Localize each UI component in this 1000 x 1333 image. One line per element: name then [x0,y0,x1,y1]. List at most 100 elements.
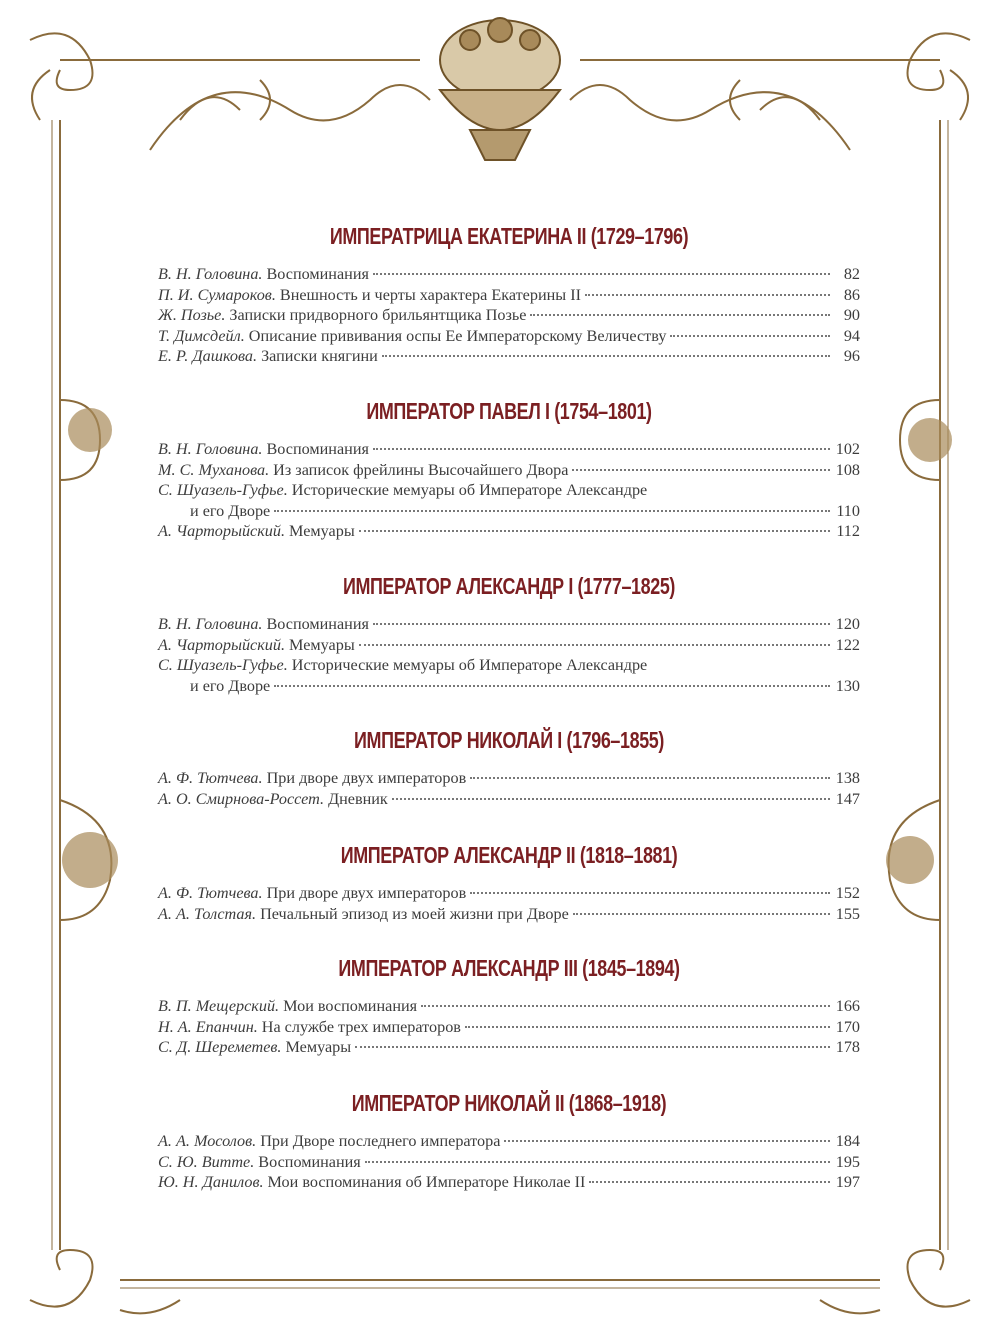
fruit-basket-left [62,832,118,888]
entry-title: Дневник [328,789,388,808]
entry-title: Воспоминания [258,1152,361,1171]
toc-entry: С. Шуазель-Гуфье. Исторические мемуары об… [158,655,860,696]
entry-line: А. Чарторыйский. Мемуары 112 [158,521,860,542]
corner-scroll-bl [29,1248,181,1315]
toc-entry: А. А. Мосолов. При Дворе последнего импер… [158,1131,860,1152]
entry-title: Мемуары [285,1038,352,1056]
section-heading: ИМПЕРАТОР НИКОЛАЙ I (1796–1855) [354,727,664,753]
toc-entry: В. Н. Головина. Воспоминания 120 [158,614,860,635]
entry-title: Воспоминания [266,440,369,458]
entry-author: П. И. Сумароков. [158,285,276,304]
toc-entry: С. Ю. Витте. Воспоминания 195 [158,1152,860,1173]
entry-page: 110 [836,501,860,520]
toc-section: ИМПЕРАТОР АЛЕКСАНДР I (1777–1825) В. Н. Г… [158,572,860,696]
entry-author: А. А. Толстая. [158,904,257,923]
entry-line: С. Ю. Витте. Воспоминания 195 [158,1152,860,1173]
entry-line: В. Н. Головина. Воспоминания 120 [158,614,860,635]
entry-author: А. Чарторыйский. [158,522,286,540]
fruit-ornament-left [68,408,112,452]
entry-author: Е. Р. Дашкова. [158,347,258,365]
dot-leader [504,1140,830,1142]
dot-leader [358,530,830,532]
entry-line: С. Д. Шереметев. Мемуары 178 [158,1037,860,1058]
dot-leader [372,623,830,625]
dot-leader [470,777,830,779]
entry-page: 166 [835,997,860,1015]
toc-entry: В. Н. Головина. Воспоминания 82 [158,264,860,285]
dot-leader [364,1160,830,1163]
entry-line: С. Шуазель-Гуфье. Исторические мемуары об… [158,480,860,501]
entry-page: 152 [835,884,860,902]
entry-title: При дворе двух императоров [266,769,467,787]
toc-entry: А. Ф. Тютчева. При дворе двух императоров… [158,768,860,789]
entry-title: Мемуары [289,522,355,540]
toc-entry: С. Шуазель-Гуфье. Исторические мемуары об… [158,480,860,521]
toc-entry: В. П. Мещерский. Мои воспоминания 166 [158,996,860,1017]
toc-entry: А. Чарторыйский. Мемуары 122 [158,635,860,656]
section-heading: ИМПЕРАТОР НИКОЛАЙ II (1868–1918) [351,1090,667,1116]
entry-title: Воспоминания [266,615,369,633]
entry-author: А. Ф. Тютчева. [158,769,263,787]
entry-line: и его Дворе 110 [158,501,860,522]
entry-author: В. Н. Головина. [158,440,263,458]
entry-author: А. А. Мосолов. [158,1132,257,1150]
entry-line: В. П. Мещерский. Мои воспоминания 166 [158,996,860,1017]
entry-page: 94 [843,326,860,345]
dot-leader [589,1181,830,1183]
toc-section: ИМПЕРАТОР ПАВЕЛ I (1754–1801) В. Н. Голов… [158,397,860,542]
toc-entry: А. Ф. Тютчева. При дворе двух императоров… [158,883,860,904]
entry-title: При Дворе последнего императора [260,1132,501,1150]
corner-scroll-br [819,1248,971,1315]
entry-page: 86 [843,285,860,304]
entry-line: П. И. Сумароков. Внешность и черты характ… [158,285,860,306]
entry-page: 120 [835,615,860,633]
dot-leader [381,355,830,357]
entry-page: 195 [835,1152,860,1171]
toc-entry: П. И. Сумароков. Внешность и черты характ… [158,285,860,306]
toc-entry: Е. Р. Дашкова. Записки княгини 96 [158,346,860,367]
toc-entry: В. Н. Головина. Воспоминания 102 [158,439,860,460]
section-heading: ИМПЕРАТРИЦА ЕКАТЕРИНА II (1729–1796) [329,223,689,249]
entry-title: Описание прививания оспы Ее Императорско… [248,326,667,345]
entry-title: При дворе двух императоров [266,884,467,902]
dot-leader [572,468,830,471]
urn-ornament-right [886,836,934,884]
entry-page: 155 [835,904,860,923]
entry-author: С. Шуазель-Гуфье. [158,656,288,674]
dot-leader [585,293,830,296]
entry-line: В. Н. Головина. Воспоминания 82 [158,264,860,285]
toc-section: ИМПЕРАТОР НИКОЛАЙ II (1868–1918) А. А. Мо… [158,1089,860,1193]
entry-line: и его Дворе 130 [158,676,860,697]
entry-line: А. О. Смирнова-Россет. Дневник 147 [158,789,860,810]
entry-line: А. Ф. Тютчева. При дворе двух императоров… [158,883,860,904]
dot-leader [372,273,830,275]
toc-entry: С. Д. Шереметев. Мемуары 178 [158,1037,860,1058]
entry-title-continued: и его Дворе [190,501,271,520]
corner-scroll-tr [906,32,971,121]
toc-section: ИМПЕРАТОР НИКОЛАЙ I (1796–1855) А. Ф. Тют… [158,726,860,809]
toc-entry: Т. Димсдейл. Описание прививания оспы Ее … [158,326,860,347]
entry-line: В. Н. Головина. Воспоминания 102 [158,439,860,460]
dot-leader [572,912,830,915]
entry-page: 138 [835,769,860,787]
entry-author: А. Чарторыйский. [158,635,286,654]
entry-page: 90 [843,306,860,324]
entry-page: 197 [835,1173,860,1191]
entry-author: А. Ф. Тютчева. [158,884,263,902]
entry-title-continued: и его Дворе [190,676,271,695]
toc-entry: А. О. Смирнова-Россет. Дневник 147 [158,789,860,810]
entry-line: М. С. Муханова. Из записок фрейлины Высоч… [158,460,860,481]
entry-page: 102 [835,440,860,458]
entry-page: 170 [835,1017,860,1036]
dot-leader [421,1005,830,1007]
dot-leader [464,1025,830,1028]
entry-title: Записки княгини [261,347,378,365]
entry-page: 108 [835,460,860,479]
dot-leader [274,684,830,687]
entry-author: В. Н. Головина. [158,265,263,283]
toc-entry: Ю. Н. Данилов. Мои воспоминания об Импера… [158,1172,860,1193]
entry-line: А. А. Мосолов. При Дворе последнего импер… [158,1131,860,1152]
entry-author: С. Шуазель-Гуфье. [158,481,288,499]
dot-leader [470,892,830,894]
